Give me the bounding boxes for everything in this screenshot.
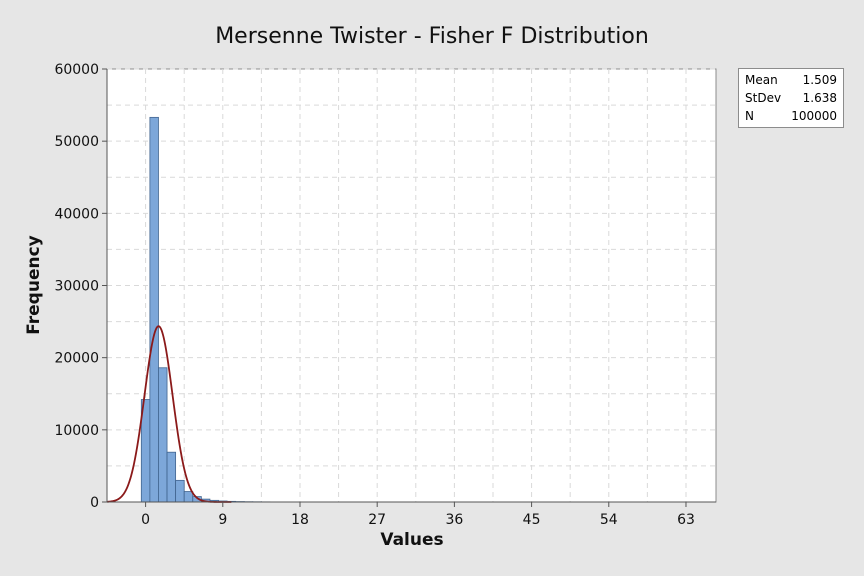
x-tick-label: 63 bbox=[677, 512, 695, 528]
y-tick-label: 40000 bbox=[54, 206, 99, 222]
y-axis-label: Frequency bbox=[24, 235, 44, 335]
stat-row-mean: Mean 1.509 bbox=[739, 71, 843, 89]
histogram-bar bbox=[158, 367, 168, 503]
y-axis-ticks: 0 10000 20000 30000 40000 50000 60000 bbox=[54, 62, 107, 511]
y-tick-label: 0 bbox=[90, 495, 99, 511]
histogram-bar bbox=[175, 479, 185, 503]
stat-label-stdev: StDev bbox=[745, 91, 782, 105]
x-tick-label: 27 bbox=[368, 512, 386, 528]
x-axis-ticks: 0 9 18 27 36 45 54 63 bbox=[141, 502, 695, 528]
stat-row-n: N 100000 bbox=[739, 107, 843, 125]
stat-label-n: N bbox=[745, 109, 754, 123]
chart-title: Mersenne Twister - Fisher F Distribution bbox=[215, 24, 649, 49]
y-tick-label: 30000 bbox=[54, 279, 99, 295]
stats-legend-box: Mean 1.509 StDev 1.638 N 100000 bbox=[738, 68, 844, 128]
x-tick-label: 45 bbox=[523, 512, 541, 528]
stat-label-mean: Mean bbox=[745, 73, 778, 87]
grid-lines bbox=[107, 68, 716, 502]
x-tick-label: 18 bbox=[291, 512, 309, 528]
x-tick-label: 54 bbox=[600, 512, 618, 528]
y-tick-label: 20000 bbox=[54, 351, 99, 367]
x-tick-label: 0 bbox=[141, 512, 150, 528]
y-tick-label: 60000 bbox=[54, 62, 99, 78]
histogram-bar bbox=[183, 491, 194, 503]
stat-row-stdev: StDev 1.638 bbox=[739, 89, 843, 107]
x-axis-label: Values bbox=[380, 530, 444, 550]
histogram-bar bbox=[166, 451, 177, 503]
x-tick-label: 9 bbox=[218, 512, 227, 528]
stat-value-mean: 1.509 bbox=[802, 73, 837, 87]
stat-value-stdev: 1.638 bbox=[802, 91, 837, 105]
x-tick-label: 36 bbox=[445, 512, 463, 528]
y-tick-label: 10000 bbox=[54, 423, 99, 439]
y-tick-label: 50000 bbox=[54, 134, 99, 150]
histogram-bar bbox=[149, 116, 159, 503]
stat-value-n: 100000 bbox=[791, 109, 837, 123]
